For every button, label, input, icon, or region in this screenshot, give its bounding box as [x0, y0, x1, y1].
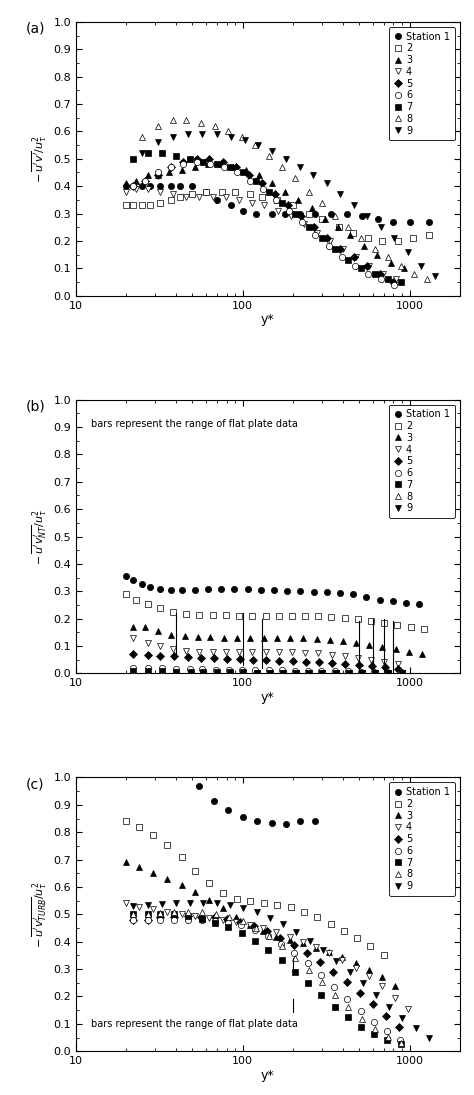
- Text: bars represent the range of flat plate data: bars represent the range of flat plate d…: [91, 418, 298, 429]
- Legend: Station 1, 2, 3, 4, 5, 6, 7, 8, 9: Station 1, 2, 3, 4, 5, 6, 7, 8, 9: [389, 782, 455, 896]
- Text: (b): (b): [26, 400, 46, 414]
- Text: (c): (c): [26, 777, 45, 792]
- Y-axis label: $-\,\overline{u^{\prime}v^{\prime}_{NT}}/u_{\tau}^{2}$: $-\,\overline{u^{\prime}v^{\prime}_{NT}}…: [31, 508, 49, 565]
- X-axis label: y*: y*: [261, 313, 274, 326]
- X-axis label: y*: y*: [261, 1069, 274, 1082]
- Y-axis label: $-\,\overline{u^{\prime}v^{\prime}_{TURB}}/u_{\tau}^{2}$: $-\,\overline{u^{\prime}v^{\prime}_{TURB…: [31, 881, 49, 947]
- Legend: Station 1, 2, 3, 4, 5, 6, 7, 8, 9: Station 1, 2, 3, 4, 5, 6, 7, 8, 9: [389, 404, 455, 518]
- X-axis label: y*: y*: [261, 691, 274, 704]
- Legend: Station 1, 2, 3, 4, 5, 6, 7, 8, 9: Station 1, 2, 3, 4, 5, 6, 7, 8, 9: [389, 26, 455, 140]
- Text: (a): (a): [26, 22, 46, 36]
- Y-axis label: $-\,\overline{u^{\prime}v^{\prime}}/u_{\tau}^{2}$: $-\,\overline{u^{\prime}v^{\prime}}/u_{\…: [31, 135, 49, 183]
- Text: bars represent the range of flat plate data: bars represent the range of flat plate d…: [91, 1019, 298, 1029]
